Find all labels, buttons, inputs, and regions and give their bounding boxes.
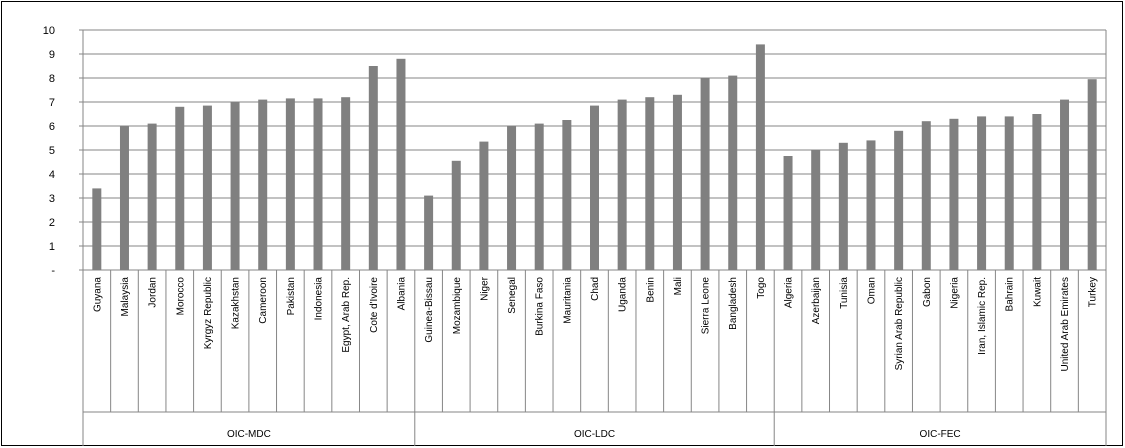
y-tick-label: 6 bbox=[49, 121, 55, 133]
bar bbox=[368, 66, 378, 270]
category-label: Niger bbox=[479, 276, 490, 301]
bar bbox=[147, 123, 157, 270]
bar bbox=[617, 99, 627, 270]
bar bbox=[977, 116, 987, 271]
bar bbox=[1004, 116, 1014, 271]
y-tick-label: 4 bbox=[49, 169, 55, 181]
y-tick-label: - bbox=[51, 265, 55, 277]
bar bbox=[562, 120, 572, 270]
category-label: Chad bbox=[590, 277, 601, 301]
category-label: Guyana bbox=[92, 277, 103, 312]
bar bbox=[894, 130, 904, 270]
y-tick-label: 7 bbox=[49, 97, 55, 109]
y-tick-label: 8 bbox=[49, 73, 55, 85]
category-label: Sierra Leone bbox=[701, 277, 712, 335]
category-label: Bahrain bbox=[1005, 277, 1016, 311]
bar bbox=[700, 78, 710, 270]
y-axis: - 1 2 3 4 5 6 7 8 9 10 bbox=[43, 25, 84, 446]
category-label: Guinea-Bissau bbox=[424, 277, 435, 343]
bar bbox=[258, 99, 268, 270]
category-label: Cote d'Ivoire bbox=[369, 277, 380, 333]
bar bbox=[313, 98, 323, 271]
group-label: OIC-MDC bbox=[227, 429, 271, 440]
bar bbox=[92, 188, 102, 270]
category-separators bbox=[82, 270, 1107, 446]
bar bbox=[507, 126, 517, 270]
category-label: Albania bbox=[396, 277, 407, 311]
category-label: Egypt, Arab Rep. bbox=[341, 277, 352, 353]
y-tick-label: 9 bbox=[49, 49, 55, 61]
group-label: OIC-FEC bbox=[920, 429, 961, 440]
category-label: Pakistan bbox=[286, 277, 297, 315]
bar bbox=[921, 121, 931, 270]
bar bbox=[119, 126, 129, 270]
y-tick-label: 10 bbox=[43, 25, 55, 37]
category-label: Indonesia bbox=[314, 277, 325, 321]
category-label: Jordan bbox=[148, 277, 159, 308]
bar bbox=[1087, 79, 1097, 270]
bar bbox=[590, 105, 599, 270]
category-label: Azerbaijan bbox=[811, 277, 822, 324]
bar bbox=[755, 44, 765, 271]
y-tick-label: 3 bbox=[49, 193, 55, 205]
bar bbox=[451, 160, 461, 270]
bar bbox=[1060, 99, 1070, 270]
category-label: Mauritania bbox=[562, 277, 573, 324]
bar bbox=[341, 97, 351, 270]
bar bbox=[1032, 114, 1042, 270]
category-label: Uganda bbox=[618, 277, 629, 312]
bar bbox=[783, 156, 793, 270]
category-label: Cameroon bbox=[258, 277, 269, 324]
category-label: Turkey bbox=[1088, 277, 1099, 307]
category-label: Senegal bbox=[507, 277, 518, 314]
bars bbox=[92, 44, 1097, 271]
bar bbox=[230, 102, 240, 270]
category-label: Benin bbox=[645, 277, 656, 303]
bar bbox=[479, 141, 489, 270]
y-tick-label: 2 bbox=[49, 217, 55, 229]
bar bbox=[838, 142, 848, 270]
category-label: Nigeria bbox=[949, 277, 960, 309]
category-label: Morocco bbox=[175, 277, 186, 316]
bar bbox=[672, 94, 682, 270]
group-labels: OIC-MDC OIC-LDC OIC-FEC bbox=[227, 429, 961, 440]
category-label: Togo bbox=[756, 277, 767, 299]
category-label: Iran, Islamic Rep. bbox=[977, 277, 988, 355]
category-labels: Guyana Malaysia Jordan Morocco Kyrgyz Republ… bbox=[92, 276, 1098, 371]
category-label: Mozambique bbox=[452, 277, 463, 335]
category-label: Mali bbox=[673, 277, 684, 295]
bar bbox=[202, 105, 212, 270]
bar bbox=[175, 106, 185, 270]
bar bbox=[949, 118, 959, 270]
bar bbox=[811, 150, 821, 270]
category-label: Bangladesh bbox=[728, 277, 739, 330]
category-label: Kuwait bbox=[1032, 277, 1043, 307]
bar bbox=[728, 75, 738, 270]
group-label: OIC-LDC bbox=[574, 429, 615, 440]
category-label: Algeria bbox=[784, 277, 795, 309]
y-tick-label: 5 bbox=[49, 145, 55, 157]
bar bbox=[534, 123, 544, 270]
category-label: Oman bbox=[866, 277, 877, 304]
bar bbox=[645, 97, 655, 270]
category-label: Tunisia bbox=[839, 277, 850, 309]
category-label: Burkina Faso bbox=[535, 277, 546, 336]
category-label: United Arab Emirates bbox=[1060, 277, 1071, 372]
bar bbox=[396, 58, 406, 270]
gridlines bbox=[83, 29, 1106, 247]
category-label: Syrian Arab Republic bbox=[894, 277, 905, 370]
bar bbox=[285, 98, 295, 271]
y-tick-label: 1 bbox=[49, 241, 55, 253]
category-label: Kyrgyz Republic bbox=[203, 277, 214, 349]
category-label: Malaysia bbox=[120, 277, 131, 317]
bar bbox=[866, 140, 876, 270]
category-label: Gabon bbox=[922, 277, 933, 307]
category-label: Kazakhstan bbox=[231, 277, 242, 329]
bar bbox=[424, 195, 434, 270]
